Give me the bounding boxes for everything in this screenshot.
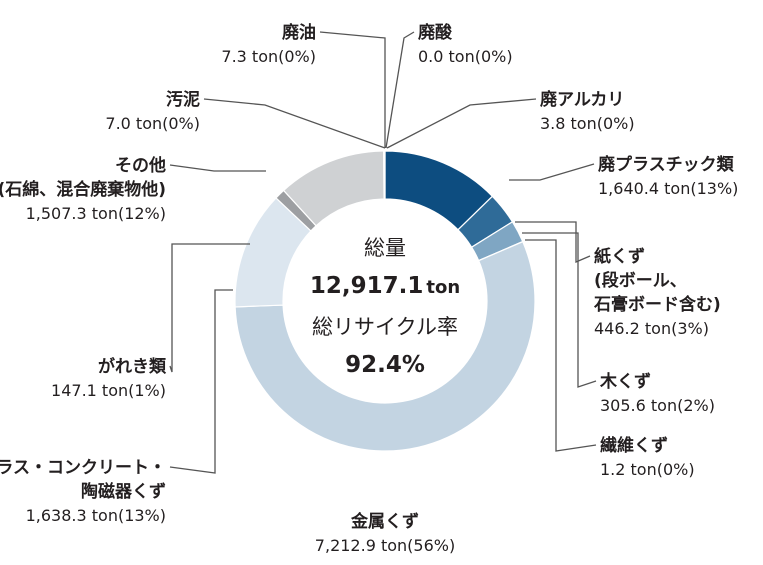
- leader-line-6: [169, 243, 250, 373]
- slice-value-10: 0.0 ton(0%): [418, 47, 513, 66]
- label-3: 繊維くず 1.2 ton(0%): [600, 435, 695, 479]
- slice-name-1-1: (段ボール、: [594, 270, 687, 291]
- slice-value-1: 446.2 ton(3%): [594, 319, 709, 338]
- leader-line-8: [203, 98, 386, 149]
- slice-name-7-0: その他: [115, 155, 166, 176]
- label-8: 汚泥 7.0 ton(0%): [105, 89, 200, 133]
- leader-line-11: [386, 98, 537, 149]
- slice-value-6: 147.1 ton(1%): [51, 381, 166, 400]
- slice-value-9: 7.3 ton(0%): [221, 47, 316, 66]
- slice-value-3: 1.2 ton(0%): [600, 460, 695, 479]
- label-10: 廃酸 0.0 ton(0%): [418, 22, 513, 66]
- slice-value-8: 7.0 ton(0%): [105, 114, 200, 133]
- slice-name-11-0: 廃アルカリ: [540, 89, 624, 110]
- slice-name-5-0: ガラス・コンクリート・: [0, 458, 166, 478]
- leader-line-0: [509, 163, 595, 181]
- slice-name-1-0: 紙くず: [594, 246, 645, 267]
- slice-value-5: 1,638.3 ton(13%): [26, 506, 166, 525]
- slice-value-0: 1,640.4 ton(13%): [598, 179, 738, 198]
- total-value: 12,917.1 ton: [310, 273, 460, 299]
- slice-name-4-0: 金属くず: [350, 511, 419, 532]
- leader-line-1: [515, 221, 591, 263]
- label-6: がれき類 147.1 ton(1%): [51, 356, 167, 400]
- donut-slices: [234, 150, 536, 452]
- rate-value: 92.4%: [345, 352, 425, 378]
- slice-name-6-0: がれき類: [98, 356, 167, 377]
- slice-value-11: 3.8 ton(0%): [540, 114, 635, 133]
- slice-name-5-1: 陶磁器くず: [81, 481, 166, 502]
- leader-lines: [169, 31, 597, 474]
- slice-name-9-0: 廃油: [282, 22, 316, 43]
- leader-line-5: [169, 289, 233, 474]
- total-label: 総量: [364, 236, 406, 260]
- leader-line-3: [525, 239, 597, 452]
- slice-name-10-0: 廃酸: [418, 22, 453, 43]
- rate-label: 総リサイクル率: [312, 315, 458, 339]
- label-1: 紙くず (段ボール、石膏ボード含む) 446.2 ton(3%): [593, 246, 721, 338]
- slice-value-7: 1,507.3 ton(12%): [26, 204, 166, 223]
- slice-name-2-0: 木くず: [599, 371, 651, 392]
- slice-name-8-0: 汚泥: [166, 89, 200, 110]
- slice-value-2: 305.6 ton(2%): [600, 396, 715, 415]
- label-7: その他 (石綿、混合廃棄物他) 1,507.3 ton(12%): [0, 155, 166, 223]
- leader-line-10: [385, 31, 415, 149]
- slice-4: [234, 240, 536, 452]
- leader-line-7: [169, 164, 266, 172]
- label-2: 木くず 305.6 ton(2%): [599, 371, 715, 415]
- slice-name-1-2: 石膏ボード含む): [593, 294, 721, 315]
- label-5: ガラス・コンクリート・陶磁器くず 1,638.3 ton(13%): [0, 458, 166, 525]
- label-0: 廃プラスチック類 1,640.4 ton(13%): [598, 154, 738, 198]
- label-4: 金属くず 7,212.9 ton(56%): [315, 511, 455, 555]
- label-9: 廃油 7.3 ton(0%): [221, 22, 316, 66]
- leader-line-2: [522, 232, 597, 388]
- slice-value-4: 7,212.9 ton(56%): [315, 536, 455, 555]
- slice-labels: 廃プラスチック類 1,640.4 ton(13%) 紙くず (段ボール、石膏ボード含む…: [0, 22, 738, 555]
- center-summary: 総量 12,917.1 ton 総リサイクル率 92.4%: [310, 236, 460, 378]
- slice-name-7-1: (石綿、混合廃棄物他): [0, 179, 166, 200]
- leader-line-9: [319, 31, 386, 148]
- slice-name-3-0: 繊維くず: [600, 435, 668, 456]
- slice-name-0-0: 廃プラスチック類: [598, 154, 735, 175]
- label-11: 廃アルカリ 3.8 ton(0%): [540, 89, 635, 133]
